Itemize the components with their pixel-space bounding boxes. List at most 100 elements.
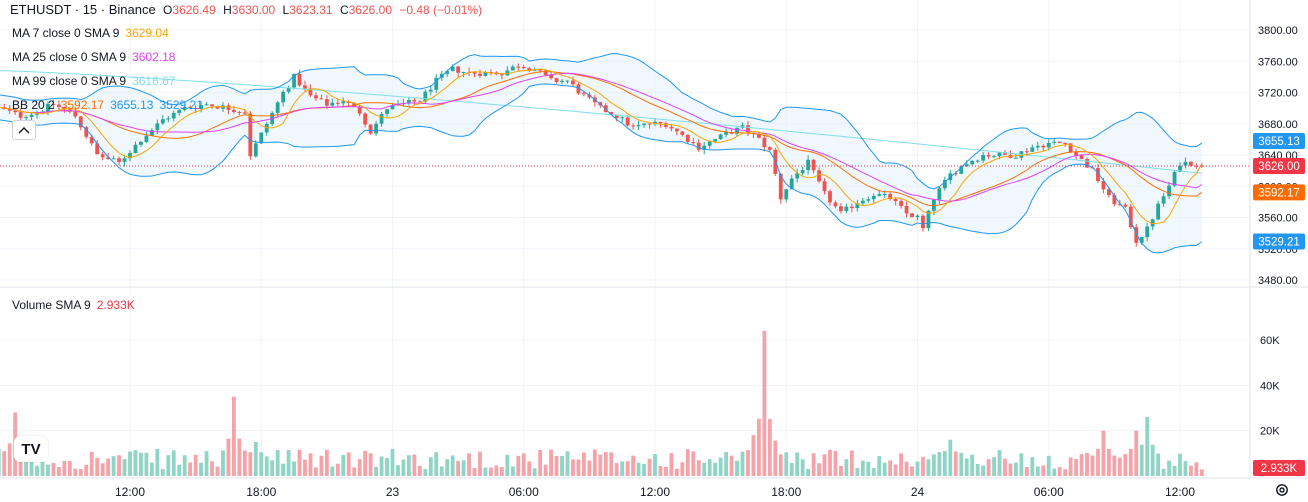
volume-bar — [866, 461, 871, 476]
volume-legend[interactable]: Volume SMA 9 2.933K — [12, 297, 135, 313]
volume-bar — [215, 466, 220, 476]
ma99-value: 3616.67 — [132, 74, 176, 88]
tradingview-logo[interactable]: TV — [14, 436, 48, 462]
candle-body — [1030, 147, 1035, 152]
volume-bar — [199, 462, 203, 476]
symbol-title[interactable]: ETHUSDT · 15 · Binance — [10, 2, 156, 17]
candle-body — [478, 73, 482, 76]
volume-bar — [707, 459, 712, 476]
candle-body — [789, 178, 794, 190]
candle-body — [13, 110, 18, 113]
candle-body — [1172, 171, 1177, 186]
volume-bar — [357, 459, 362, 476]
time-tick-label: 06:00 — [1034, 485, 1064, 499]
candle-body — [800, 170, 805, 174]
candle-body — [456, 66, 461, 73]
volume-bar — [762, 330, 767, 476]
candle-body — [822, 181, 827, 192]
volume-bar — [778, 454, 783, 476]
candle-body — [538, 69, 543, 71]
price-badge-bg — [1253, 157, 1305, 174]
ma7-label: MA 7 close 0 SMA 9 — [12, 26, 120, 40]
ma7-legend[interactable]: MA 7 close 0 SMA 9 3629.04 — [12, 25, 169, 41]
volume-tick-label: 60K — [1260, 335, 1280, 347]
candle-body — [1107, 189, 1111, 196]
bb-legend[interactable]: BB 20 2 3592.17 3655.13 3529.21 — [12, 97, 203, 113]
volume-bar — [625, 461, 630, 476]
candle-body — [707, 141, 712, 146]
volume-bar — [341, 454, 346, 476]
volume-bar — [893, 464, 898, 476]
volume-bar — [1101, 430, 1106, 476]
ma99-legend[interactable]: MA 99 close 0 SMA 9 3616.67 — [12, 73, 175, 89]
price-badge-bg — [1253, 132, 1305, 149]
candle-body — [855, 203, 860, 209]
candle-body — [713, 139, 718, 142]
volume-bar — [483, 467, 488, 476]
volume-bar — [330, 466, 335, 476]
ma25-legend[interactable]: MA 25 close 0 SMA 9 3602.18 — [12, 49, 175, 65]
gear-icon[interactable] — [1274, 482, 1290, 498]
volume-bar — [281, 463, 286, 476]
volume-bar — [1128, 448, 1133, 476]
volume-bar — [1189, 465, 1193, 476]
candle-body — [242, 112, 247, 114]
volume-bar — [1096, 448, 1100, 476]
volume-bar — [1090, 455, 1095, 476]
volume-bar — [1172, 465, 1177, 476]
candle-body — [1014, 157, 1018, 159]
collapse-legend-button[interactable] — [12, 120, 36, 140]
candle-body — [379, 114, 384, 124]
volume-bar — [554, 455, 559, 476]
volume-bar — [188, 462, 193, 476]
volume-bar — [242, 450, 247, 476]
volume-bar — [658, 465, 663, 476]
volume-bar — [204, 451, 209, 476]
volume-bar — [833, 450, 838, 476]
volume-bar — [746, 450, 750, 476]
volume-bar — [445, 459, 450, 476]
candle-body — [921, 215, 925, 229]
volume-bar — [133, 450, 138, 476]
volume-bar — [757, 418, 761, 476]
volume-bar — [286, 450, 291, 476]
volume-bar — [324, 449, 329, 476]
candle-body — [636, 125, 641, 127]
price-badge-bg — [1253, 233, 1305, 250]
volume-bar — [620, 461, 625, 476]
volume-bar — [948, 439, 953, 476]
candle-body — [133, 144, 138, 154]
volume-bar — [139, 452, 143, 476]
candle-body — [893, 198, 898, 202]
volume-bar — [182, 455, 187, 476]
candle-body — [871, 195, 876, 200]
candle-body — [330, 102, 335, 106]
volume-bar — [401, 459, 406, 476]
candle-body — [554, 78, 559, 83]
candle-body — [51, 103, 56, 105]
volume-bar — [417, 465, 422, 476]
candle-body — [144, 135, 149, 142]
candle-body — [702, 145, 707, 150]
candle-body — [986, 154, 991, 157]
candle-body — [860, 200, 865, 204]
candle-body — [1167, 185, 1171, 197]
volume-bar — [899, 453, 903, 476]
price-tick-label: 3560.00 — [1258, 213, 1298, 225]
candle-body — [997, 152, 1002, 157]
volume-bar — [51, 462, 56, 476]
volume-bar — [270, 460, 275, 476]
volume-bar — [970, 454, 975, 476]
candle-body — [210, 104, 214, 107]
candle-body — [434, 77, 439, 90]
volume-bar — [1057, 467, 1062, 476]
price-badge-label: 3655.13 — [1258, 136, 1300, 148]
volume-bar — [882, 462, 887, 476]
volume-bar — [849, 450, 854, 476]
candle-body — [412, 99, 417, 102]
ma99-label: MA 99 close 0 SMA 9 — [12, 74, 127, 88]
volume-label: Volume SMA 9 — [12, 298, 91, 312]
candle-body — [352, 102, 357, 107]
candle-body — [286, 87, 291, 92]
